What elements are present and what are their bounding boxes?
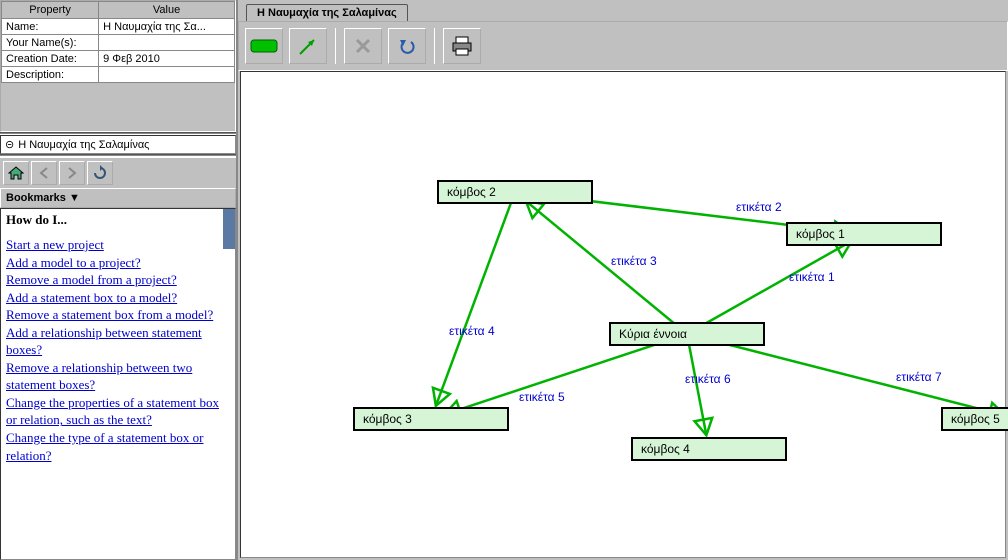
help-link[interactable]: Add a statement box to a model? (6, 289, 230, 307)
edge-tool-button[interactable] (289, 28, 327, 64)
help-link[interactable]: Change the properties of a statement box… (6, 394, 230, 429)
print-button[interactable] (443, 28, 481, 64)
prop-value[interactable]: Η Ναυμαχία της Σα... (99, 19, 235, 35)
delete-button[interactable] (344, 28, 382, 64)
prop-value[interactable] (99, 35, 235, 51)
right-panel: Η Ναυμαχία της Σαλαμίνας Κύρια έννοια κόμ… (238, 0, 1008, 560)
graph-toolbar (238, 21, 1008, 71)
edge-label[interactable]: ετικέτα 2 (736, 200, 782, 214)
prop-value[interactable] (99, 67, 235, 83)
help-link[interactable]: Change the type of a statement box or re… (6, 429, 230, 464)
help-link[interactable]: Remove a statement box from a model? (6, 306, 230, 324)
back-button[interactable] (31, 161, 57, 185)
tree-item[interactable]: ⊝ Η Ναυμαχία της Σαλαμίνας (0, 135, 236, 154)
home-button[interactable] (3, 161, 29, 185)
graph-node[interactable]: κόμβος 2 (437, 180, 593, 204)
bookmarks-dropdown[interactable]: Bookmarks ▼ (0, 188, 236, 208)
help-link[interactable]: Add a model to a project? (6, 254, 230, 272)
graph-node[interactable]: κόμβος 3 (353, 407, 509, 431)
help-link[interactable]: Add a relationship between statement box… (6, 324, 230, 359)
prop-header-property: Property (2, 2, 99, 19)
prop-label: Description: (2, 67, 99, 83)
toggle-icon[interactable]: ⊝ (5, 138, 14, 151)
graph-node[interactable]: κόμβος 5 (941, 407, 1008, 431)
refresh-button[interactable] (87, 161, 113, 185)
tab-document[interactable]: Η Ναυμαχία της Σαλαμίνας (246, 4, 408, 21)
edge-label[interactable]: ετικέτα 3 (611, 254, 657, 268)
graph-node[interactable]: κόμβος 4 (631, 437, 787, 461)
prop-header-value: Value (99, 2, 235, 19)
edges-layer (241, 72, 1005, 557)
help-link[interactable]: Remove a relationship between two statem… (6, 359, 230, 394)
help-link[interactable]: Start a new project (6, 236, 230, 254)
forward-button[interactable] (59, 161, 85, 185)
undo-button[interactable] (388, 28, 426, 64)
edge-label[interactable]: ετικέτα 6 (685, 372, 731, 386)
edge-label[interactable]: ετικέτα 4 (449, 324, 495, 338)
edge-label[interactable]: ετικέτα 7 (896, 370, 942, 384)
left-panel: Property Value Name:Η Ναυμαχία της Σα...… (0, 0, 238, 560)
tab-row: Η Ναυμαχία της Σαλαμίνας (238, 0, 1008, 21)
edge-label[interactable]: ετικέτα 1 (789, 270, 835, 284)
scrollbar-thumb[interactable] (223, 209, 235, 249)
graph-canvas[interactable]: Κύρια έννοια κόμβος 1 κόμβος 2 κόμβος 3 κόμβ… (240, 71, 1006, 558)
graph-node[interactable]: κόμβος 1 (786, 222, 942, 246)
prop-label: Name: (2, 19, 99, 35)
properties-table: Property Value Name:Η Ναυμαχία της Σα...… (0, 0, 236, 132)
nav-toolbar (0, 157, 236, 188)
help-panel: How do I... Start a new project Add a mo… (0, 208, 236, 560)
node-tool-button[interactable] (245, 28, 283, 64)
tree-item-label: Η Ναυμαχία της Σαλαμίνας (18, 139, 149, 151)
help-header: How do I... (6, 212, 230, 228)
edge-label[interactable]: ετικέτα 5 (519, 390, 565, 404)
prop-label: Creation Date: (2, 51, 99, 67)
prop-value[interactable]: 9 Φεβ 2010 (99, 51, 235, 67)
help-link[interactable]: Remove a model from a project? (6, 271, 230, 289)
graph-node[interactable]: Κύρια έννοια (609, 322, 765, 346)
prop-label: Your Name(s): (2, 35, 99, 51)
